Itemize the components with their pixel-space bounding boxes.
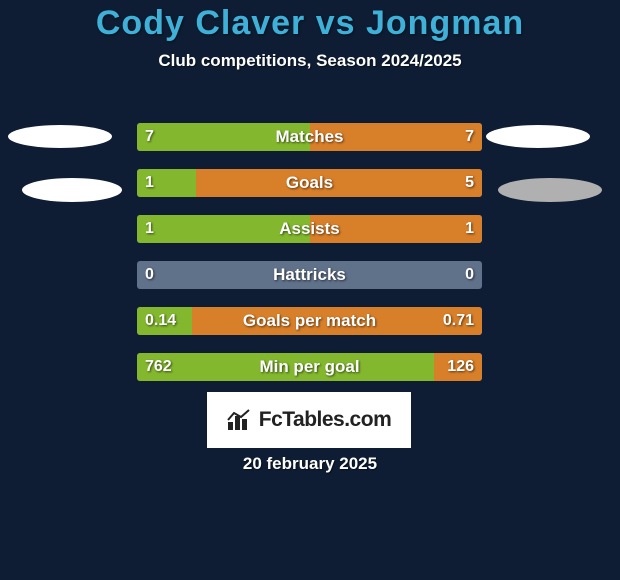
page-title: Cody Claver vs Jongman: [0, 0, 620, 43]
source-logo: FcTables.com: [207, 392, 411, 448]
subtitle: Club competitions, Season 2024/2025: [0, 51, 620, 71]
bars-icon: [227, 409, 253, 431]
stat-row: 00Hattricks: [137, 261, 482, 289]
team-badge: [486, 125, 590, 148]
comparison-infographic: Cody Claver vs Jongman Club competitions…: [0, 0, 620, 580]
stat-row: 15Goals: [137, 169, 482, 197]
team-badge: [8, 125, 112, 148]
stat-row: 0.140.71Goals per match: [137, 307, 482, 335]
stat-row: 762126Min per goal: [137, 353, 482, 381]
stat-rows: 77Matches 15Goals 11Assists 00Hattricks 0.14…: [137, 123, 482, 399]
logo-text: FcTables.com: [259, 408, 392, 432]
row-label: Matches: [137, 123, 482, 151]
date-text: 20 february 2025: [0, 454, 620, 474]
team-badge: [498, 178, 602, 202]
row-label: Min per goal: [137, 353, 482, 381]
stat-row: 77Matches: [137, 123, 482, 151]
row-label: Assists: [137, 215, 482, 243]
team-badge: [22, 178, 122, 202]
stat-row: 11Assists: [137, 215, 482, 243]
row-label: Goals: [137, 169, 482, 197]
row-label: Goals per match: [137, 307, 482, 335]
row-label: Hattricks: [137, 261, 482, 289]
